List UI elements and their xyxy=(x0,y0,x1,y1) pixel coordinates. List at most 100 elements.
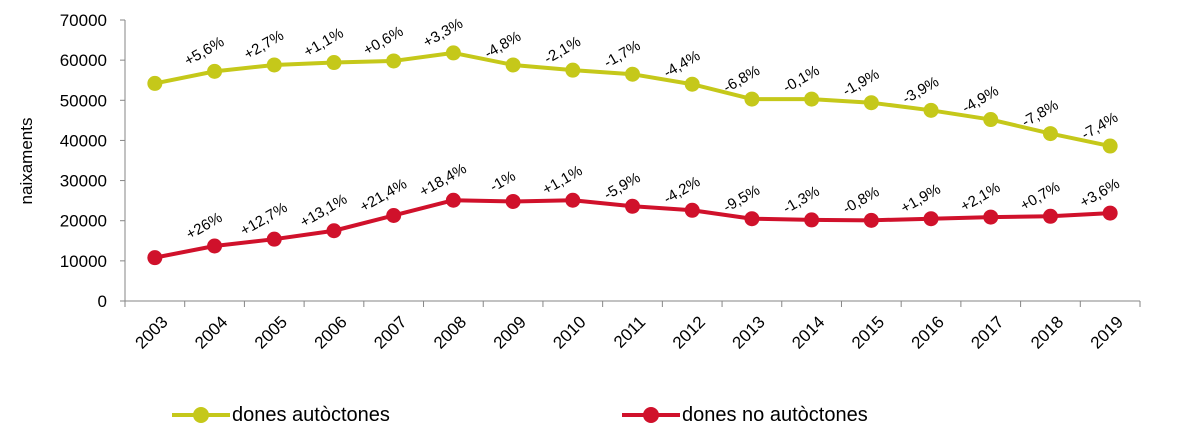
data-label: +0,7% xyxy=(1017,178,1063,214)
data-label: -4,8% xyxy=(482,28,524,62)
data-label: +1,1% xyxy=(301,25,347,61)
data-label: -1% xyxy=(487,168,519,196)
data-point xyxy=(266,231,282,247)
legend-item-no-autoctones: dones no autòctones xyxy=(622,400,868,430)
data-point xyxy=(386,207,402,223)
data-point xyxy=(625,198,640,214)
data-label: -4,9% xyxy=(959,82,1001,116)
data-label: +18,4% xyxy=(417,160,470,200)
y-tick-label: 50000 xyxy=(60,91,107,110)
data-label: -7,8% xyxy=(1019,97,1061,131)
data-point xyxy=(565,192,581,208)
data-label: -2,1% xyxy=(541,33,583,67)
y-tick-label: 10000 xyxy=(60,252,107,271)
data-label: +0,6% xyxy=(361,23,407,59)
data-label: -4,2% xyxy=(661,173,703,207)
data-point xyxy=(147,250,163,266)
data-point xyxy=(1042,208,1058,224)
x-tick-group: 2003 2004 2005 2006 2007 2008 2009 2010 2011 2012… xyxy=(124,301,1141,353)
data-point xyxy=(326,223,342,239)
data-point xyxy=(863,212,879,228)
y-tick-label: 30000 xyxy=(60,172,107,191)
data-point xyxy=(207,238,223,254)
data-point xyxy=(565,62,581,78)
data-label: -1,3% xyxy=(780,183,822,217)
data-label: +13,1% xyxy=(297,191,350,231)
y-tick-group: 0 10000 20000 30000 40000 50000 60000 70000 xyxy=(60,11,125,311)
x-tick-label: 2005 xyxy=(251,312,291,352)
data-label: +2,7% xyxy=(241,27,287,63)
legend-label-no-autoctones: dones no autòctones xyxy=(682,403,868,426)
data-point xyxy=(1042,126,1058,142)
y-tick-label: 70000 xyxy=(60,11,107,30)
x-tick-label: 2015 xyxy=(848,312,888,352)
y-tick-label: 60000 xyxy=(60,51,107,70)
data-label: +5,6% xyxy=(181,33,227,69)
x-tick-label: 2011 xyxy=(610,312,649,351)
data-point xyxy=(445,45,461,61)
x-tick-label: 2013 xyxy=(729,312,769,352)
data-label: +3,6% xyxy=(1077,175,1123,211)
data-point xyxy=(744,211,760,227)
legend-label-autoctones: dones autòctones xyxy=(232,403,390,426)
data-point xyxy=(207,63,223,79)
data-label: -3,9% xyxy=(900,73,942,107)
x-tick-label: 2017 xyxy=(967,312,1007,352)
data-label: +1,1% xyxy=(540,162,586,198)
data-point xyxy=(804,212,820,228)
data-point xyxy=(744,91,760,107)
y-tick-label: 0 xyxy=(98,292,107,311)
data-label: -5,9% xyxy=(601,169,643,203)
data-label: +3,3% xyxy=(420,15,466,51)
x-tick-label: 2006 xyxy=(311,312,351,352)
x-tick-label: 2009 xyxy=(490,312,530,352)
data-point xyxy=(625,66,640,82)
data-point xyxy=(863,95,879,111)
x-tick-label: 2008 xyxy=(430,312,470,352)
data-point xyxy=(386,53,402,69)
data-label: -0,8% xyxy=(840,183,882,217)
data-point xyxy=(326,55,342,71)
data-label: +12,7% xyxy=(238,199,291,239)
x-tick-label: 2007 xyxy=(370,312,410,352)
data-point xyxy=(1102,138,1118,154)
data-point xyxy=(266,57,282,73)
legend-marker-no-autoctones xyxy=(622,402,680,428)
series-0: +5,6% +2,7% +1,1% +0,6% +3,3% -4,8% -2,1% -1,7%… xyxy=(147,15,1121,154)
x-tick-label: 2018 xyxy=(1027,312,1067,352)
data-point xyxy=(983,112,999,128)
data-label: -0,1% xyxy=(780,62,822,96)
series-1: +26% +12,7% +13,1% +21,4% +18,4% -1% +1,1% -5,9… xyxy=(147,160,1123,266)
data-point xyxy=(923,211,939,227)
data-label: -7,4% xyxy=(1079,109,1121,143)
line-chart: 0 10000 20000 30000 40000 50000 60000 70000 200… xyxy=(17,11,1141,353)
series-group: +5,6% +2,7% +1,1% +0,6% +3,3% -4,8% -2,1% -1,7%… xyxy=(147,15,1123,266)
data-label: -9,5% xyxy=(720,182,762,216)
x-tick-label: 2010 xyxy=(549,312,589,352)
legend-marker-autoctones xyxy=(172,402,230,428)
x-tick-label: 2003 xyxy=(131,312,171,352)
data-point xyxy=(684,76,700,92)
x-tick-label: 2019 xyxy=(1087,312,1127,352)
data-label: +26% xyxy=(183,209,225,243)
data-point xyxy=(505,193,521,209)
data-point xyxy=(147,75,163,91)
x-tick-label: 2014 xyxy=(788,312,828,352)
data-point xyxy=(684,202,700,218)
y-axis-label: naixaments xyxy=(17,118,36,205)
y-tick-label: 20000 xyxy=(60,212,107,231)
data-point xyxy=(505,57,521,73)
data-label: -6,8% xyxy=(720,62,762,96)
data-point xyxy=(983,209,999,225)
data-point xyxy=(923,102,939,118)
x-tick-label: 2004 xyxy=(191,312,231,352)
data-label: -1,9% xyxy=(840,66,882,100)
x-tick-label: 2012 xyxy=(669,312,709,352)
data-point xyxy=(1102,205,1118,221)
data-point xyxy=(804,91,820,107)
legend-item-autoctones: dones autòctones xyxy=(172,400,390,430)
y-tick-label: 40000 xyxy=(60,131,107,150)
data-point xyxy=(445,192,461,208)
data-label: +21,4% xyxy=(357,175,410,215)
data-label: +2,1% xyxy=(958,179,1004,215)
